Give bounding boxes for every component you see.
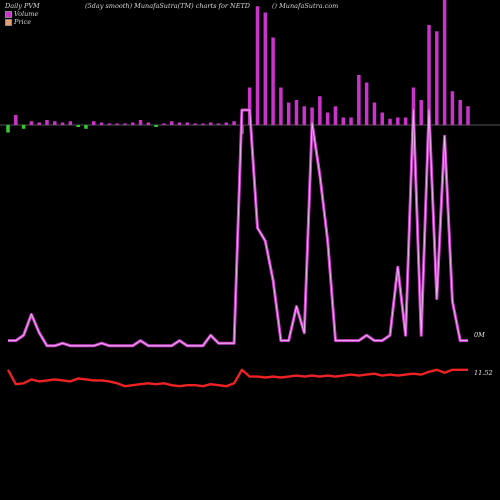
volume-bar — [255, 6, 260, 125]
legend-volume-label: Volume — [14, 10, 39, 18]
volume-bar — [53, 121, 57, 125]
volume-bar — [177, 122, 182, 125]
volume-bar — [279, 87, 283, 125]
volume-bar — [154, 125, 158, 127]
volume-bar — [435, 31, 439, 125]
volume-end-label: 0M — [474, 331, 485, 339]
volume-bar — [84, 125, 88, 129]
volume-bar — [60, 122, 65, 125]
volume-bar — [357, 75, 361, 125]
volume-bar — [411, 87, 416, 125]
volume-bar — [310, 107, 314, 125]
volume-swatch-icon — [5, 10, 12, 18]
site-credit: () MunafaSutra.com — [272, 2, 339, 10]
volume-bar — [232, 121, 236, 125]
volume-bar — [185, 122, 190, 125]
volume-bar — [458, 100, 462, 125]
volume-bar — [318, 96, 322, 125]
price-end-label: 11.52 — [474, 369, 493, 377]
volume-bar — [193, 123, 197, 125]
volume-bar — [325, 112, 330, 125]
price-line — [6, 368, 468, 388]
volume-bar — [76, 125, 80, 127]
volume-bar — [68, 121, 73, 125]
volume-bar — [466, 106, 470, 125]
volume-bar — [294, 100, 299, 125]
volume-line — [8, 109, 468, 347]
chart-label-left: Daily PVM — [5, 2, 40, 10]
volume-bar — [123, 123, 127, 125]
volume-bar — [349, 117, 353, 125]
volume-bar — [224, 122, 229, 125]
volume-bar — [146, 122, 151, 125]
volume-bar — [419, 100, 423, 125]
legend-price-label: Price — [14, 18, 32, 26]
volume-bar — [396, 117, 400, 125]
volume-bar — [201, 123, 205, 125]
volume-bar — [442, 0, 447, 125]
volume-bar — [169, 121, 174, 125]
volume-bar — [99, 122, 104, 125]
volume-bar — [450, 91, 455, 125]
volume-bar — [208, 122, 213, 125]
volume-bar — [138, 120, 143, 125]
volume-bar — [130, 122, 135, 125]
volume-bar — [388, 118, 392, 125]
volume-bar — [6, 125, 10, 133]
volume-bar — [302, 106, 307, 125]
volume-bar — [364, 82, 369, 125]
volume-bar — [14, 115, 18, 125]
volume-bar — [37, 122, 41, 125]
volume-bar — [216, 123, 221, 125]
volume-bar — [333, 106, 338, 125]
volume-bar — [380, 112, 384, 125]
volume-bar — [115, 123, 119, 125]
volume-bar — [427, 25, 431, 125]
volume-bar — [107, 123, 112, 125]
volume-bar — [372, 102, 377, 125]
volume-bar — [286, 102, 291, 125]
price-swatch-icon — [5, 18, 12, 26]
volume-bar — [247, 87, 252, 125]
volume-bar — [29, 121, 34, 125]
legend-price: Price — [5, 18, 31, 26]
volume-bar — [341, 117, 346, 125]
volume-bar — [92, 121, 96, 125]
volume-bar — [162, 123, 166, 125]
volume-bar — [45, 120, 49, 125]
volume-bar — [263, 12, 268, 125]
volume-bar — [21, 125, 26, 129]
chart-title: (5day smooth) MunafaSutra(TM) charts for… — [85, 2, 251, 10]
legend-volume: Volume — [5, 10, 38, 18]
volume-bar — [271, 37, 275, 125]
volume-bar — [403, 117, 408, 125]
